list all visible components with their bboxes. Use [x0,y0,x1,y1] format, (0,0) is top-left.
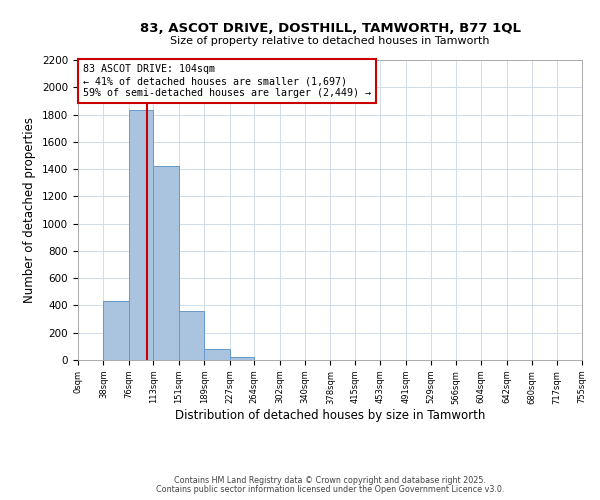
Bar [103,302,129,360]
Y-axis label: Number of detached properties: Number of detached properties [23,117,37,303]
Text: Contains HM Land Registry data © Crown copyright and database right 2025.: Contains HM Land Registry data © Crown c… [174,476,486,485]
Text: Contains public sector information licensed under the Open Government Licence v3: Contains public sector information licen… [156,485,504,494]
Bar [204,349,230,360]
X-axis label: Distribution of detached houses by size in Tamworth: Distribution of detached houses by size … [175,410,485,422]
Bar [230,356,254,360]
Text: 83, ASCOT DRIVE, DOSTHILL, TAMWORTH, B77 1QL: 83, ASCOT DRIVE, DOSTHILL, TAMWORTH, B77… [139,22,521,36]
Bar [129,110,154,360]
Text: Size of property relative to detached houses in Tamworth: Size of property relative to detached ho… [170,36,490,46]
Bar [179,311,204,360]
Bar [154,166,179,360]
Text: 83 ASCOT DRIVE: 104sqm
← 41% of detached houses are smaller (1,697)
59% of semi-: 83 ASCOT DRIVE: 104sqm ← 41% of detached… [83,64,371,98]
